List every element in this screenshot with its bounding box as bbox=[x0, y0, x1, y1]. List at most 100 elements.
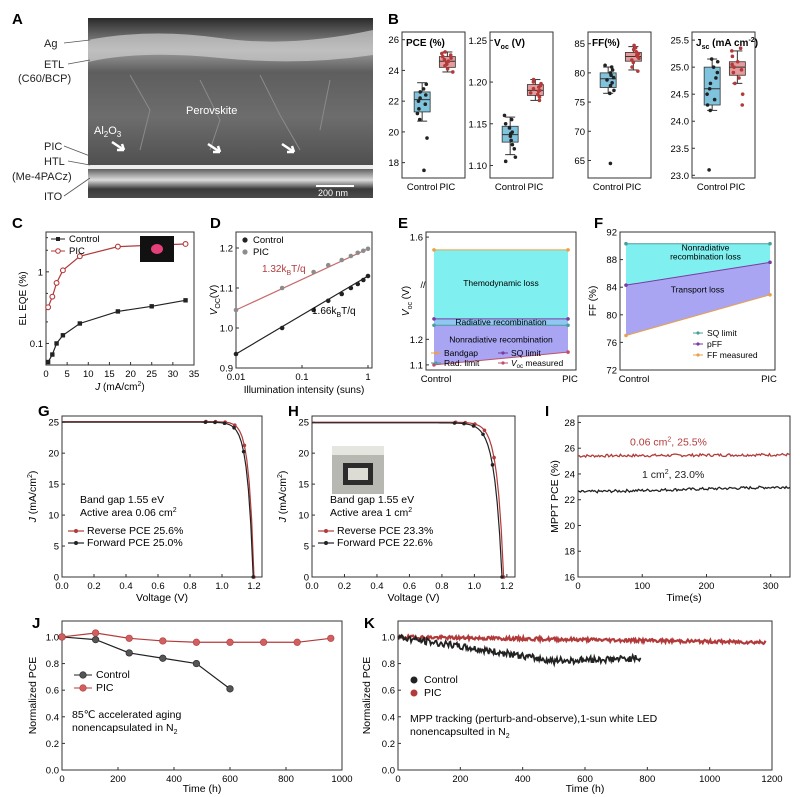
annotation-slope-control: 1.66kBT/q bbox=[312, 306, 356, 319]
box-data-point bbox=[707, 86, 712, 91]
y-axis-label: Voc (V) bbox=[401, 286, 414, 316]
series-marker bbox=[325, 262, 331, 268]
plot-frame bbox=[61, 415, 263, 578]
series-marker bbox=[91, 636, 100, 644]
region-label: Nonradiative recombination bbox=[449, 334, 553, 344]
jv-marker bbox=[203, 420, 208, 425]
series-marker bbox=[159, 654, 167, 662]
x-tick-label: 100 bbox=[634, 581, 650, 592]
plot-frame bbox=[401, 31, 466, 179]
box-data-point bbox=[711, 65, 716, 69]
box-data-point bbox=[715, 59, 720, 64]
box-data-point bbox=[735, 59, 740, 64]
region-label: Themodynamic loss bbox=[463, 278, 539, 288]
encapsulation-note: nonencapsulted in N2 bbox=[410, 726, 510, 740]
y-tick-label: 1.6 bbox=[410, 233, 423, 244]
x-axis-label: J (mA/cm2) bbox=[94, 381, 144, 393]
box-data-point bbox=[730, 62, 734, 67]
y-tick-label: 88 bbox=[606, 255, 617, 266]
y-tick-label: 23.5 bbox=[671, 144, 690, 155]
label-ag: Ag bbox=[44, 38, 57, 50]
plot-frame bbox=[691, 31, 756, 179]
control-trace bbox=[397, 633, 642, 668]
x-tick-label: 400 bbox=[166, 774, 182, 785]
box-data-point bbox=[708, 108, 713, 113]
plot-frame bbox=[587, 31, 652, 179]
category-label: Control bbox=[407, 182, 438, 193]
panel-letter-h: H bbox=[288, 403, 299, 420]
box-data-point bbox=[733, 81, 737, 86]
chart-jv-large: 0.0 0.2 0.4 0.6 0.8 1.0 1.2 0 5 10 15 20 25 Voltage (… bbox=[277, 415, 516, 604]
chart-title: Jsc (mA cm-2) bbox=[696, 37, 758, 51]
legend-label: SQ limit bbox=[707, 328, 737, 338]
category-label: Control bbox=[593, 182, 624, 193]
box-chart-pce: 18 20 22 24 26 PCE (%) Control PIC bbox=[388, 31, 466, 193]
legend-marker bbox=[79, 684, 87, 692]
jv-marker bbox=[251, 575, 255, 579]
legend-label: PIC bbox=[253, 247, 269, 258]
y-tick-label: 25.0 bbox=[671, 63, 690, 74]
y-axis-label: EL EQE (%) bbox=[18, 271, 29, 325]
level-marker bbox=[624, 241, 628, 246]
y-tick-label: 0.0 bbox=[382, 766, 395, 777]
x-tick-label: 1200 bbox=[761, 774, 782, 785]
box-data-point bbox=[712, 97, 717, 102]
box-data-point bbox=[510, 130, 515, 134]
plot-frame bbox=[61, 620, 343, 771]
al2o3-label: Al2O3 bbox=[94, 125, 122, 139]
fit-line bbox=[235, 275, 369, 355]
series-marker bbox=[60, 333, 66, 338]
x-tick-label: 800 bbox=[278, 774, 294, 785]
legend-label: Control bbox=[69, 234, 100, 245]
series-marker bbox=[260, 638, 268, 646]
x-tick-label: 0.0 bbox=[305, 581, 318, 592]
sem-overlay: Perovskite Al2O3 200 nm bbox=[94, 105, 348, 198]
x-tick-label: 35 bbox=[189, 369, 200, 380]
legend-marker bbox=[434, 361, 438, 365]
y-axis-label: VOC(V) bbox=[209, 285, 222, 316]
y-tick-label: 24 bbox=[564, 469, 575, 480]
legend-label: Bandgap bbox=[444, 348, 478, 358]
legend-marker bbox=[696, 342, 700, 346]
sem-ito-band bbox=[88, 165, 373, 169]
active-area-label: Active area 0.06 cm2 bbox=[80, 507, 177, 519]
category-label: Control bbox=[697, 182, 728, 193]
legend-marker bbox=[56, 237, 60, 241]
chart-mpp-stability: 0 200 400 600 800 1000 1200 0.0 0.2 0.4 0.6 0.8 1.0 T… bbox=[361, 620, 783, 795]
y-tick-label: 1.1 bbox=[220, 284, 233, 295]
box-data-point bbox=[425, 136, 429, 140]
jv-curve bbox=[62, 421, 254, 578]
box-chart-ff: 65 70 75 80 85 FF(%) Control PIC bbox=[574, 31, 652, 193]
plot-frame bbox=[489, 31, 554, 179]
x-tick-label: 20 bbox=[125, 369, 136, 380]
chart-mppt: 0 100 200 300 16 18 20 22 24 26 28 Time(s) MPPT PCE … bbox=[549, 415, 791, 604]
panel-letter-i: I bbox=[545, 403, 549, 420]
y-tick-label: 10 bbox=[298, 511, 309, 522]
legend-label: PIC bbox=[96, 682, 114, 694]
x-tick-label: 1.2 bbox=[247, 581, 260, 592]
y-tick-label: 24 bbox=[388, 66, 399, 77]
series-marker bbox=[233, 307, 239, 313]
y-tick-label: 80 bbox=[606, 310, 617, 321]
level-marker bbox=[432, 323, 436, 328]
x-axis-label: Illumination intensity (suns) bbox=[244, 385, 365, 396]
box-data-point bbox=[730, 49, 734, 53]
device-photo-strip bbox=[332, 446, 384, 455]
series-marker bbox=[279, 325, 285, 331]
legend-label: Reverse PCE 23.3% bbox=[337, 525, 433, 537]
axis-break-icon: // bbox=[420, 280, 426, 290]
legend-label: Rad. limit bbox=[444, 358, 480, 368]
plot-frame bbox=[45, 231, 195, 366]
y-tick-label: 70 bbox=[574, 127, 585, 138]
label-pic: PIC bbox=[44, 141, 62, 153]
y-tick-label: 5 bbox=[54, 542, 59, 553]
y-tick-label: 1.25 bbox=[469, 36, 488, 47]
series-marker bbox=[77, 321, 83, 326]
region-thermodynamic-loss bbox=[434, 249, 568, 319]
series-marker bbox=[339, 291, 345, 297]
jv-marker bbox=[490, 463, 495, 467]
sem-ag-layer bbox=[88, 30, 373, 62]
y-tick-label: 20 bbox=[48, 449, 59, 460]
